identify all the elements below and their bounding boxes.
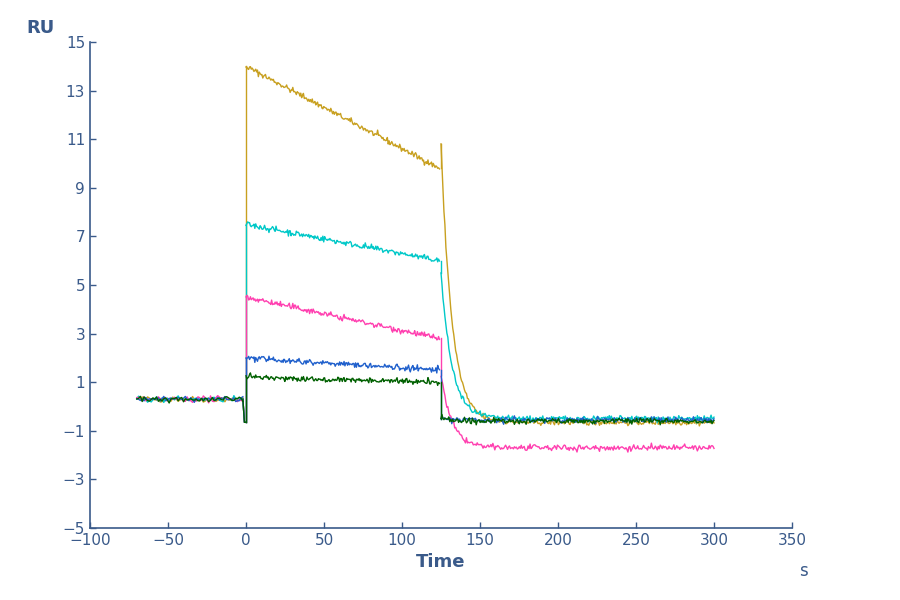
X-axis label: Time: Time [416, 553, 466, 571]
Text: RU: RU [27, 19, 55, 37]
Text: s: s [799, 562, 808, 580]
